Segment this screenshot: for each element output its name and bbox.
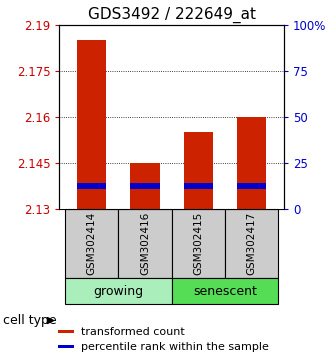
Bar xyxy=(130,163,160,209)
Bar xyxy=(237,183,266,189)
Text: growing: growing xyxy=(93,285,143,298)
Bar xyxy=(58,345,74,348)
Bar xyxy=(65,278,172,304)
Text: cell type: cell type xyxy=(3,314,57,327)
Bar xyxy=(183,183,213,189)
Text: GSM302415: GSM302415 xyxy=(193,212,203,275)
Bar xyxy=(58,330,74,333)
Text: senescent: senescent xyxy=(193,285,257,298)
Bar xyxy=(77,183,106,189)
Bar xyxy=(65,209,118,278)
Bar xyxy=(118,209,172,278)
Text: GSM302414: GSM302414 xyxy=(86,212,96,275)
Bar xyxy=(172,209,225,278)
Bar xyxy=(77,40,106,209)
Title: GDS3492 / 222649_at: GDS3492 / 222649_at xyxy=(87,7,256,23)
Bar xyxy=(225,209,279,278)
Text: percentile rank within the sample: percentile rank within the sample xyxy=(81,342,269,352)
Bar xyxy=(183,132,213,209)
Bar xyxy=(237,117,266,209)
Bar xyxy=(172,278,279,304)
Bar xyxy=(130,183,160,189)
Text: transformed count: transformed count xyxy=(81,327,184,337)
Text: GSM302416: GSM302416 xyxy=(140,212,150,275)
Text: GSM302417: GSM302417 xyxy=(247,212,257,275)
